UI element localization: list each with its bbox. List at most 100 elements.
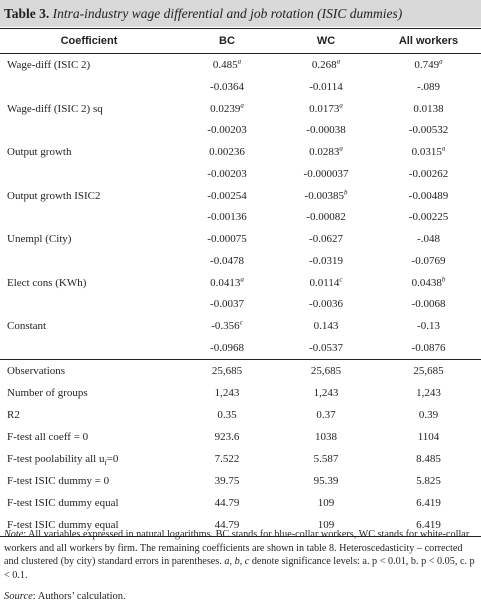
statistic-value: 25,685 xyxy=(178,358,276,382)
coefficient-value-cell: 0.0173a xyxy=(276,98,376,120)
coefficient-value-cell: 0.0138 xyxy=(376,98,481,120)
coefficient-value: -0.0627 xyxy=(309,233,343,245)
statistic-value: 39.75 xyxy=(214,474,240,487)
statistic-label-cell: F-test all coeff = 0 xyxy=(0,426,178,448)
coefficient-value: -.048 xyxy=(417,233,440,245)
source-text: : Authors’ calculation. xyxy=(32,591,126,602)
header-all-workers: All workers xyxy=(376,28,481,54)
statistic-row: F-test all coeff = 0 923.6 1038 1104 xyxy=(0,426,481,448)
note-text-2: denote significance levels: a. p < 0.01,… xyxy=(4,556,475,581)
coefficient-row: Constant -0.356c 0.143 -0.13 xyxy=(0,315,481,337)
standard-error-value: -0.00082 xyxy=(306,211,346,224)
coefficient-value-cell: -0.00075 xyxy=(178,228,276,250)
coefficient-value-cell: 0.268a xyxy=(276,54,376,77)
significance-marker: a xyxy=(339,144,343,153)
significance-marker: c xyxy=(239,318,243,327)
coefficient-value: 0.749 xyxy=(414,59,440,71)
coefficient-label: Wage-diff (ISIC 2) sq xyxy=(7,102,103,115)
coefficient-value-cell: 0.749a xyxy=(376,54,481,77)
coefficient-value: 0.0283 xyxy=(309,146,340,158)
coefficient-value: -0.00385 xyxy=(304,189,344,202)
significance-marker: a xyxy=(336,57,341,66)
standard-error-value: -0.0968 xyxy=(210,341,244,354)
empty-label-cell xyxy=(0,163,178,185)
statistic-value: 1104 xyxy=(417,430,440,443)
coefficient-value-cell: 0.0239a xyxy=(178,98,276,120)
coefficient-label: Output growth ISIC2 xyxy=(7,189,101,202)
statistic-value: 0.35 xyxy=(217,408,237,421)
statistic-value: 6.419 xyxy=(376,513,481,537)
note-sig-letters: a, b, c xyxy=(224,556,250,568)
coefficient-value: -0.00489 xyxy=(408,189,449,202)
coefficient-value: 0.0173 xyxy=(309,102,340,115)
coefficient-value: -0.356 xyxy=(211,320,240,332)
header-row: Coefficient BC WC All workers xyxy=(0,28,481,54)
significance-marker: a xyxy=(439,57,443,66)
standard-error-value: -0.0036 xyxy=(309,298,343,311)
statistic-value: 25,685 xyxy=(276,358,376,382)
standard-error-row: -0.0478 -0.0319 -0.0769 xyxy=(0,250,481,272)
standard-error-value: -0.0769 xyxy=(411,254,446,267)
standard-error-value: -0.0478 xyxy=(210,254,244,267)
header-coefficient: Coefficient xyxy=(0,28,178,54)
header-wc: WC xyxy=(276,28,376,54)
coefficient-row: Unempl (City) -0.00075 -0.0627 -.048 xyxy=(0,228,481,250)
statistic-row: R2 0.35 0.37 0.39 xyxy=(0,404,481,426)
coefficient-value-cell: -0.356c xyxy=(178,315,276,337)
statistic-label-cell: F-test ISIC dummy equal xyxy=(0,513,178,537)
standard-error-value: -0.0876 xyxy=(411,341,446,354)
coefficient-value: -0.00254 xyxy=(207,189,247,202)
coefficient-value: 0.0114 xyxy=(309,276,340,289)
statistic-row: F-test ISIC dummy equal 44.79 109 6.419 xyxy=(0,492,481,514)
statistic-value: 1,243 xyxy=(214,386,240,399)
coefficient-value-cell: -.048 xyxy=(376,228,481,250)
empty-label-cell xyxy=(0,337,178,359)
statistic-label: F-test all coeff = 0 xyxy=(7,430,89,443)
empty-label-cell xyxy=(0,294,178,316)
standard-error-row: -0.00136 -0.00082 -0.00225 xyxy=(0,207,481,229)
statistic-value: 95.39 xyxy=(313,474,339,487)
significance-marker: a xyxy=(339,100,343,109)
coefficient-value: 0.0138 xyxy=(413,102,444,115)
statistic-value: 6.419 xyxy=(416,496,441,509)
statistic-value: 0.37 xyxy=(316,408,336,421)
statistic-value: 109 xyxy=(276,513,376,537)
empty-label-cell xyxy=(0,76,178,98)
statistic-label: F-test ISIC dummy equal xyxy=(7,496,119,509)
coefficient-value-cell: 0.00236 xyxy=(178,141,276,163)
standard-error-value: -0.0319 xyxy=(309,254,343,267)
table-title-text: Intra-industry wage differential and job… xyxy=(52,6,403,21)
empty-label-cell xyxy=(0,207,178,229)
coefficient-value: 0.0315 xyxy=(411,146,442,158)
coefficient-value: 0.00236 xyxy=(209,146,245,158)
standard-error-value: -0.00203 xyxy=(207,167,247,180)
table-body: Wage-diff (ISIC 2) 0.485a 0.268a 0.749a -0.0… xyxy=(0,54,481,537)
standard-error-value: -0.000037 xyxy=(303,167,349,180)
statistic-value: 109 xyxy=(317,496,335,509)
statistic-label-cell: F-test ISIC dummy = 0 xyxy=(0,470,178,492)
statistic-value: 25,685 xyxy=(376,358,481,382)
standard-error-value: -0.00136 xyxy=(207,211,247,224)
significance-marker: a xyxy=(237,57,242,66)
coefficient-row: Wage-diff (ISIC 2) 0.485a 0.268a 0.749a xyxy=(0,54,481,77)
coefficient-row: Elect cons (KWh) 0.0413a 0.0114c 0.0438b xyxy=(0,272,481,294)
table-number: Table 3. xyxy=(4,6,50,21)
coefficient-row: Wage-diff (ISIC 2) sq 0.0239a 0.0173a 0.013… xyxy=(0,98,481,120)
standard-error-value: -0.00225 xyxy=(408,211,449,224)
table-note: Note: All variables expressed in natural… xyxy=(4,528,477,582)
statistic-row: F-test ISIC dummy equal 44.79 109 6.419 xyxy=(0,513,481,537)
statistic-label-cell: Observations xyxy=(0,358,178,382)
note-lead: Note xyxy=(4,529,24,540)
coefficient-value: 0.485 xyxy=(212,59,238,71)
significance-marker: b xyxy=(441,274,446,283)
coefficient-value-cell: 0.143 xyxy=(276,315,376,337)
table-title: Table 3. Intra-industry wage differentia… xyxy=(0,0,481,27)
standard-error-value: -0.0114 xyxy=(309,80,343,93)
statistic-value: 7.522 xyxy=(214,452,240,465)
coefficient-row: Output growth 0.00236 0.0283a 0.0315a xyxy=(0,141,481,163)
coefficient-value: 0.268 xyxy=(311,59,337,71)
note-text-1: : All variables expressed in natural log… xyxy=(4,529,470,568)
standard-error-row: -0.0037 -0.0036 -0.0068 xyxy=(0,294,481,316)
statistic-value: 44.79 xyxy=(214,496,240,509)
